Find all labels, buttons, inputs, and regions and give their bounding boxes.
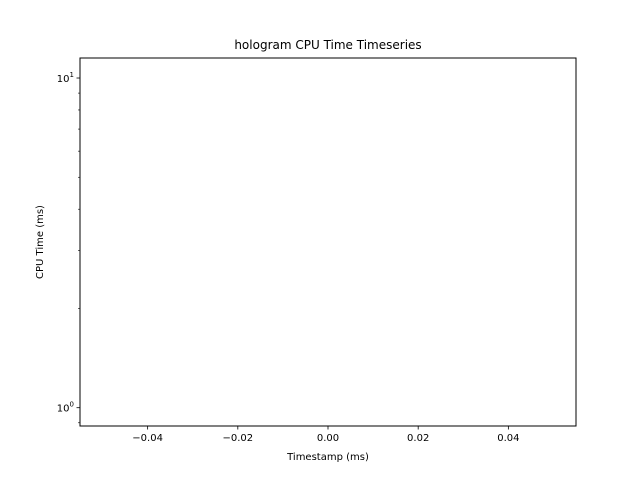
chart-title: hologram CPU Time Timeseries [234,38,421,52]
x-tick-label: 0.00 [317,433,339,444]
x-axis-ticks: −0.04 −0.02 0.00 0.02 0.04 [132,426,519,444]
plot-area [79,57,577,427]
x-tick-label: −0.02 [222,433,253,444]
x-tick-label: −0.04 [132,433,163,444]
x-tick-label: 0.02 [407,433,429,444]
x-tick-label: 0.04 [497,433,519,444]
y-axis-label: CPU Time (ms) [35,205,46,279]
x-axis-label: Timestamp (ms) [286,452,369,463]
